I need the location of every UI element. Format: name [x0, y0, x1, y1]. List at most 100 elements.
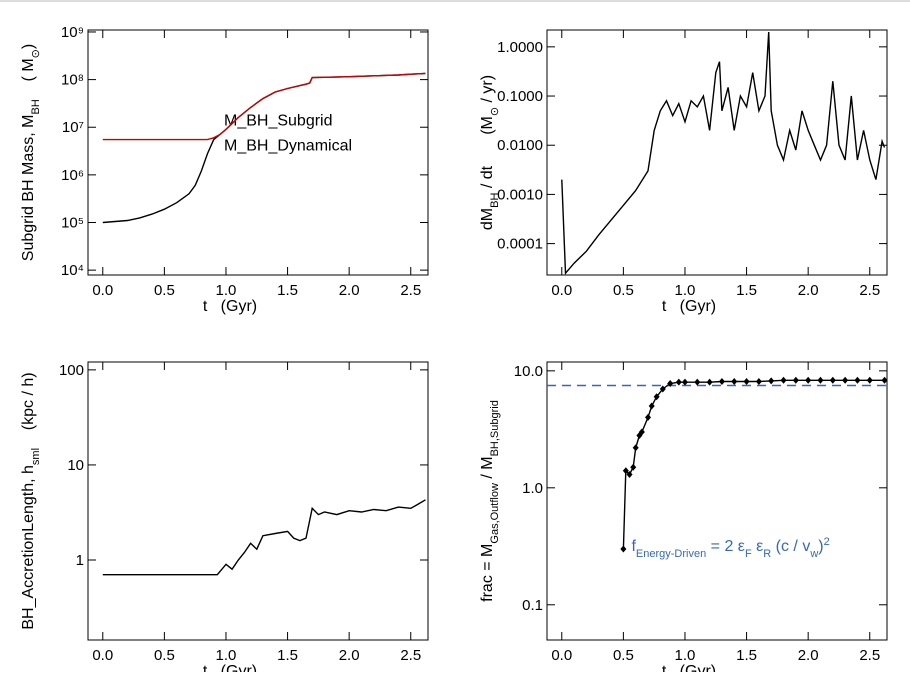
marker [681, 378, 688, 386]
plot-frame [87, 29, 429, 276]
marker [768, 377, 775, 385]
x-tick-label: 1.5 [736, 647, 757, 664]
marker [780, 376, 787, 384]
marker [626, 470, 633, 478]
text-part: ⊙ [30, 49, 42, 58]
x-axis-label: t (Gyr) [662, 663, 716, 672]
marker [743, 378, 750, 386]
text-part: ) [818, 538, 823, 555]
line [102, 72, 426, 141]
marker [638, 428, 645, 436]
y-tick-label: 10⁴ [61, 262, 84, 279]
text-part: BH,Subgrid [489, 400, 501, 456]
x-tick-label: 2.5 [400, 647, 421, 664]
x-tick-label: 1.5 [277, 282, 298, 299]
plot-frame [546, 29, 888, 276]
x-tick-label: 1.5 [736, 282, 757, 299]
text-part: frac = M [479, 544, 496, 602]
text-part: = 2 ε [706, 538, 745, 555]
marker [622, 467, 629, 475]
text-part: BH_AccretionLength, h [20, 465, 37, 630]
x-tick-label: 1.5 [277, 647, 298, 664]
text-part: R [763, 548, 771, 560]
marker [829, 376, 836, 384]
text-part: (kpc / h) [20, 372, 37, 448]
marker [645, 413, 652, 421]
x-tick-label: 1.0 [216, 647, 237, 664]
y-tick-label: 1.0 [522, 480, 543, 497]
marker [718, 378, 725, 386]
x-axis-label: t (Gyr) [662, 298, 716, 315]
marker [854, 376, 861, 384]
marker [866, 376, 873, 384]
y-axis-label: Subgrid BH Mass, MBH ( M⊙) [20, 44, 42, 261]
x-tick-label: 0.5 [613, 647, 634, 664]
y-tick-label: 10⁷ [62, 119, 84, 136]
text-part: / M [479, 456, 496, 483]
y-axis-label: frac = MGas,Outflow / MBH,Subgrid [479, 400, 501, 602]
marker [792, 376, 799, 384]
x-tick-label: 0.5 [154, 282, 175, 299]
x-tick-label: 0.5 [154, 647, 175, 664]
x-axis-label: t (Gyr) [203, 298, 257, 315]
x-tick-label: 2.0 [339, 282, 360, 299]
x-tick-label: 0.5 [613, 282, 634, 299]
x-tick-label: 2.5 [859, 282, 880, 299]
y-tick-label: 10⁹ [61, 24, 84, 41]
plot-frame [87, 361, 429, 641]
x-tick-label: 0.0 [551, 282, 572, 299]
text-part: dM [479, 208, 496, 230]
marker [659, 385, 666, 393]
marker [842, 376, 849, 384]
y-tick-label: 10⁶ [61, 167, 84, 184]
x-tick-label: 1.0 [675, 647, 696, 664]
y-tick-label: 1.0000 [497, 39, 543, 56]
y-tick-label: 0.0001 [497, 236, 543, 253]
x-tick-label: 0.0 [92, 647, 113, 664]
marker [694, 378, 701, 386]
text-part: BH [30, 99, 42, 114]
x-axis-label: t (Gyr) [203, 663, 257, 672]
marker [620, 545, 627, 553]
x-tick-label: 0.0 [92, 282, 113, 299]
text-part: 2 [824, 536, 830, 548]
y-axis-label: dMBH / dt (M⊙ / yr) [479, 75, 501, 230]
legend-label: M_BH_Dynamical [224, 138, 352, 155]
x-tick-label: 2.5 [859, 647, 880, 664]
text-part: w [809, 548, 818, 560]
x-tick-label: 0.0 [551, 647, 572, 664]
y-tick-label: 10⁸ [61, 72, 84, 89]
text-part: / yr) [479, 75, 496, 107]
line [622, 379, 885, 550]
annotation: fEnergy-Driven = 2 εF εR (c / vw)2 [631, 536, 829, 560]
y-tick-label: 0.0100 [497, 137, 543, 154]
text-part: (c / v [771, 538, 810, 555]
marker [805, 376, 812, 384]
text-part: ) [20, 44, 37, 49]
marker [630, 463, 637, 471]
text-part: ( M [20, 58, 37, 99]
x-tick-label: 2.0 [798, 647, 819, 664]
marker [667, 379, 674, 387]
text-part: BH [489, 193, 501, 208]
y-tick-label: 10.0 [514, 363, 543, 380]
marker [675, 378, 682, 386]
marker [731, 378, 738, 386]
text-part: F [745, 548, 752, 560]
text-part: Gas,Outflow [489, 483, 501, 544]
y-tick-label: 100 [59, 362, 84, 379]
marker [653, 393, 660, 401]
x-tick-label: 2.0 [339, 647, 360, 664]
marker [632, 444, 639, 452]
text-part: ⊙ [489, 107, 501, 116]
x-tick-label: 1.0 [216, 282, 237, 299]
legend-label: M_BH_Subgrid [224, 113, 333, 130]
x-tick-label: 2.5 [400, 282, 421, 299]
y-axis-label: BH_AccretionLength, hsml (kpc / h) [20, 372, 42, 629]
y-tick-label: 10⁵ [61, 214, 84, 231]
y-tick-label: 0.1 [522, 597, 543, 614]
text-part: Subgrid BH Mass, M [20, 115, 37, 262]
y-tick-label: 0.0010 [497, 186, 543, 203]
marker [817, 376, 824, 384]
y-tick-label: 10 [67, 457, 84, 474]
